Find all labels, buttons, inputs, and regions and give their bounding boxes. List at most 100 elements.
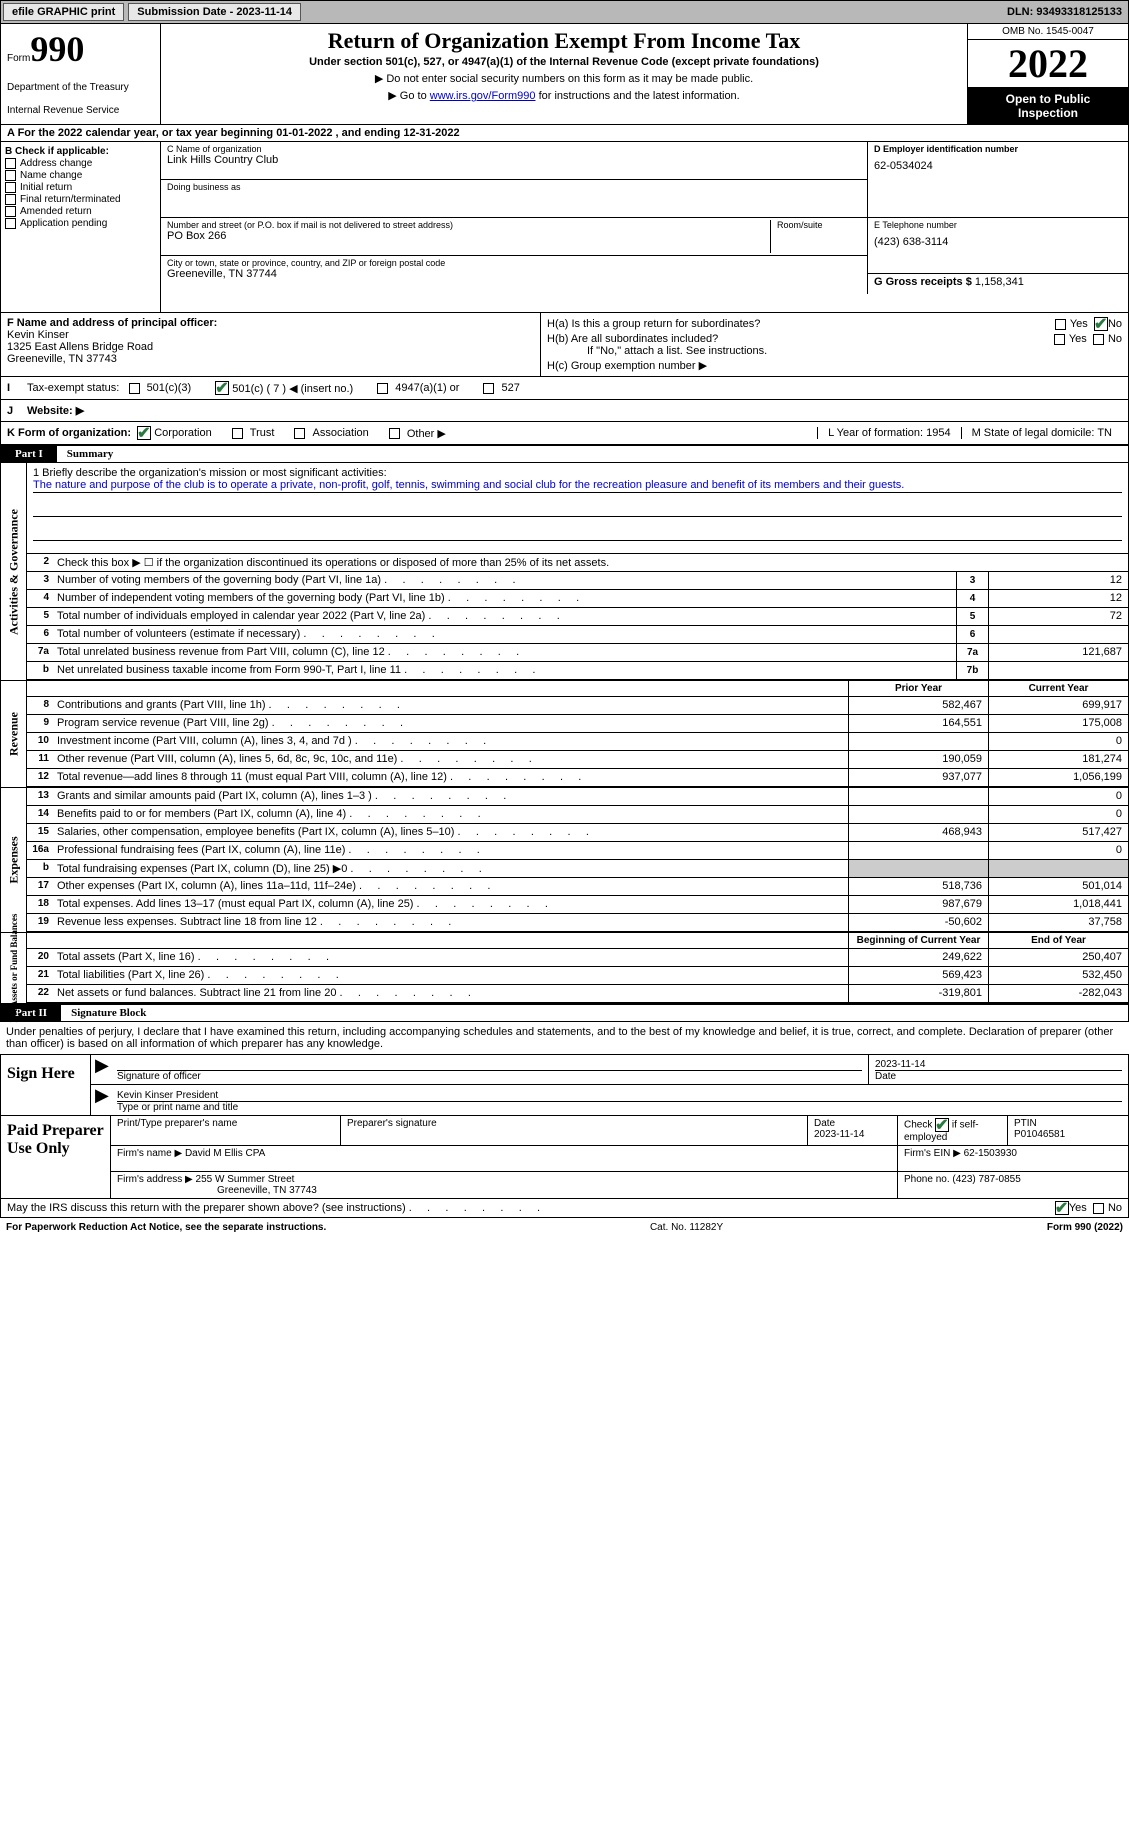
form-of-org-row: K Form of organization: Corporation Trus… [0,422,1129,445]
table-row: 9Program service revenue (Part VIII, lin… [27,715,1128,733]
tax-year: 2022 [968,40,1128,88]
form-label: Form [7,53,30,64]
table-row: 3Number of voting members of the governi… [27,572,1128,590]
ha-label: H(a) Is this a group return for subordin… [547,318,1055,330]
table-row: 7aTotal unrelated business revenue from … [27,644,1128,662]
firm-addr2: Greeneville, TN 37743 [217,1185,317,1196]
check-trust[interactable] [232,428,243,439]
hb-label: H(b) Are all subordinates included? [547,333,1054,345]
dba-label: Doing business as [167,182,861,192]
line-2: Check this box ▶ ☐ if the organization d… [53,554,1128,571]
check-application-pending[interactable]: Application pending [5,218,156,229]
col-current-year: Current Year [988,681,1128,696]
sign-here-block: Sign Here ▶ Signature of officer 2023-11… [0,1055,1129,1116]
irs-label: Internal Revenue Service [7,105,154,116]
website-label: Website: ▶ [27,404,84,417]
form-number: 990 [30,29,84,69]
section-bcd: B Check if applicable: Address change Na… [0,142,1129,313]
submission-date-button[interactable]: Submission Date - 2023-11-14 [128,3,301,21]
side-rev: Revenue [6,712,21,756]
paid-preparer-block: Paid Preparer Use Only Print/Type prepar… [0,1116,1129,1199]
check-address-change[interactable]: Address change [5,158,156,169]
firm-addr1: 255 W Summer Street [196,1174,295,1185]
main-title: Return of Organization Exempt From Incom… [171,28,957,54]
table-row: 22Net assets or fund balances. Subtract … [27,985,1128,1003]
prep-print-name-label: Print/Type preparer's name [111,1116,341,1145]
revenue-section: Revenue Prior YearCurrent Year 8Contribu… [0,681,1129,788]
arrow-icon: ▶ [91,1085,111,1115]
table-row: 5Total number of individuals employed in… [27,608,1128,626]
firm-ein: 62-1503930 [964,1148,1017,1159]
check-name-change[interactable]: Name change [5,170,156,181]
check-527[interactable] [483,383,494,394]
subtitle-2: ▶ Do not enter social security numbers o… [171,72,957,85]
check-corp[interactable] [137,426,151,440]
website-row: J Website: ▶ [0,400,1129,422]
table-row: 10Investment income (Part VIII, column (… [27,733,1128,751]
ha-no-check[interactable] [1094,317,1108,331]
check-501c[interactable] [215,381,229,395]
check-final-return[interactable]: Final return/terminated [5,194,156,205]
sig-date-label: Date [875,1070,1122,1082]
footer-right: Form 990 (2022) [1047,1222,1123,1233]
omb-number: OMB No. 1545-0047 [968,24,1128,40]
topbar: efile GRAPHIC print Submission Date - 20… [0,0,1129,24]
table-row: 16aProfessional fundraising fees (Part I… [27,842,1128,860]
section-fh: F Name and address of principal officer:… [0,313,1129,377]
net-assets-section: Net Assets or Fund Balances Beginning of… [0,933,1129,1004]
irs-discuss-row: May the IRS discuss this return with the… [0,1199,1129,1218]
hb-no-check[interactable] [1093,334,1104,345]
part1-header: Part I Summary [0,445,1129,463]
firm-phone: (423) 787-0855 [952,1174,1020,1185]
table-row: 11Other revenue (Part VIII, column (A), … [27,751,1128,769]
discuss-no-check[interactable] [1093,1203,1104,1214]
table-row: 13Grants and similar amounts paid (Part … [27,788,1128,806]
room-label: Room/suite [777,220,861,230]
subtitle-1: Under section 501(c), 527, or 4947(a)(1)… [171,56,957,68]
sig-date-val: 2023-11-14 [875,1059,1122,1070]
irs-link[interactable]: www.irs.gov/Form990 [430,90,536,102]
officer-addr1: 1325 East Allens Bridge Road [7,341,534,353]
dln-label: DLN: 93493318125133 [1001,6,1128,18]
hb-yes-check[interactable] [1054,334,1065,345]
table-row: 8Contributions and grants (Part VIII, li… [27,697,1128,715]
side-exp: Expenses [6,836,21,883]
check-other[interactable] [389,428,400,439]
hb-note: If "No," attach a list. See instructions… [587,345,1122,357]
footer-left: For Paperwork Reduction Act Notice, see … [6,1222,326,1233]
check-self-employed[interactable] [935,1118,949,1132]
sig-officer-label: Signature of officer [117,1070,862,1082]
officer-label: F Name and address of principal officer: [7,317,534,329]
col-prior-year: Prior Year [848,681,988,696]
footer-mid: Cat. No. 11282Y [326,1222,1047,1233]
irs-discuss-text: May the IRS discuss this return with the… [7,1202,540,1214]
check-initial-return[interactable]: Initial return [5,182,156,193]
tel-value: (423) 638-3114 [874,236,1122,248]
arrow-icon: ▶ [91,1055,111,1084]
dept-treasury: Department of the Treasury [7,82,154,93]
part2-header: Part II Signature Block [0,1004,1129,1022]
discuss-yes-check[interactable] [1055,1201,1069,1215]
side-net: Net Assets or Fund Balances [9,914,19,1023]
mission-prompt: 1 Briefly describe the organization's mi… [33,467,1122,479]
check-amended-return[interactable]: Amended return [5,206,156,217]
efile-print-button[interactable]: efile GRAPHIC print [3,3,124,21]
table-row: 19Revenue less expenses. Subtract line 1… [27,914,1128,932]
officer-name: Kevin Kinser [7,329,534,341]
officer-addr2: Greeneville, TN 37743 [7,353,534,365]
table-row: 20Total assets (Part X, line 16)249,6222… [27,949,1128,967]
check-assoc[interactable] [294,428,305,439]
hc-label: H(c) Group exemption number ▶ [547,359,1122,372]
ha-yes-check[interactable] [1055,319,1066,330]
tax-exempt-status-row: I Tax-exempt status: 501(c)(3) 501(c) ( … [0,377,1129,400]
block-b-label: B Check if applicable: [5,146,156,157]
check-501c3[interactable] [129,383,140,394]
addr-value: PO Box 266 [167,230,764,242]
officer-name-title: Kevin Kinser President [117,1090,1122,1101]
table-row: 14Benefits paid to or for members (Part … [27,806,1128,824]
check-4947[interactable] [377,383,388,394]
addr-label: Number and street (or P.O. box if mail i… [167,220,764,230]
side-gov: Activities & Governance [6,509,21,635]
prep-sig-label: Preparer's signature [341,1116,808,1145]
col-eoy: End of Year [988,933,1128,948]
